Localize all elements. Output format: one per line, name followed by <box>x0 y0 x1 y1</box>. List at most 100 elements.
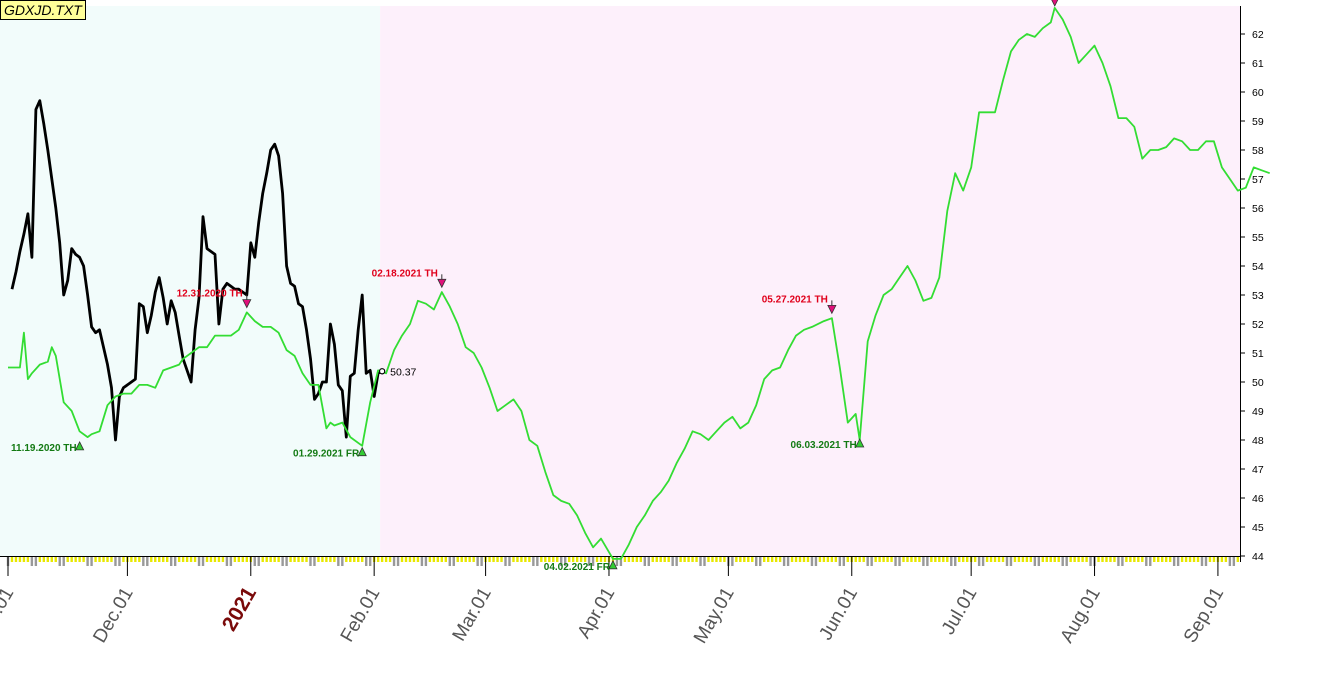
x-minor-tick <box>719 557 722 562</box>
x-minor-tick <box>822 557 826 562</box>
x-minor-tick <box>472 557 475 562</box>
x-minor-tick <box>1113 557 1116 562</box>
x-minor-tick <box>862 557 865 562</box>
x-minor-tick <box>1224 557 1228 562</box>
bottom-marker-label: 04.02.2021 FR <box>544 562 611 573</box>
x-minor-tick <box>548 557 551 562</box>
x-minor-tick <box>659 557 662 562</box>
x-minor-tick <box>747 557 750 562</box>
x-minor-tick <box>890 557 893 562</box>
x-minor-tick <box>468 557 471 562</box>
y-tick-label: 53 <box>1252 290 1264 302</box>
symbol-label: GDXJD.TXT <box>0 0 86 20</box>
x-minor-tick <box>428 557 432 562</box>
x-minor-tick <box>731 557 734 566</box>
x-tick-label: Dec.01 <box>89 584 137 647</box>
x-minor-tick <box>436 557 440 562</box>
x-minor-tick <box>818 557 822 562</box>
y-tick-label: 57 <box>1252 174 1264 186</box>
x-minor-tick <box>420 557 424 566</box>
x-minor-tick <box>1161 557 1164 562</box>
x-minor-tick <box>985 557 989 562</box>
bottom-marker <box>74 441 85 451</box>
x-tick-label: 2021 <box>218 583 261 635</box>
x-minor-tick <box>150 557 153 562</box>
x-minor-tick <box>870 557 873 566</box>
x-minor-tick <box>965 557 969 562</box>
x-minor-tick <box>273 557 276 562</box>
x-minor-tick <box>1145 557 1148 566</box>
x-minor-tick <box>790 557 794 562</box>
x-minor-tick <box>902 557 905 562</box>
x-minor-tick <box>524 557 527 562</box>
x-minor-tick <box>1212 557 1216 562</box>
x-minor-tick <box>464 557 467 562</box>
x-minor-tick <box>1228 557 1232 566</box>
y-tick-label: 58 <box>1252 145 1264 157</box>
x-minor-tick <box>723 557 726 562</box>
bottom-marker-label: 01.29.2021 FR <box>293 449 360 460</box>
x-minor-tick <box>667 557 670 562</box>
x-minor-tick <box>532 557 535 566</box>
x-minor-tick <box>1045 557 1048 562</box>
x-minor-tick <box>958 557 961 562</box>
x-minor-tick <box>938 557 941 562</box>
x-minor-tick <box>755 557 758 566</box>
x-minor-tick <box>1077 557 1080 562</box>
x-minor-tick <box>361 557 364 562</box>
x-minor-tick <box>122 557 125 562</box>
x-minor-tick <box>1061 557 1064 566</box>
x-minor-tick <box>910 557 913 562</box>
x-minor-tick <box>365 557 368 566</box>
x-minor-tick <box>177 557 181 562</box>
x-minor-tick <box>54 557 57 562</box>
x-minor-tick <box>233 557 237 562</box>
x-minor-tick <box>854 557 857 562</box>
x-minor-tick <box>560 557 563 566</box>
x-minor-tick <box>46 557 49 562</box>
x-minor-tick <box>743 557 746 562</box>
x-minor-tick <box>922 557 925 566</box>
x-minor-tick <box>345 557 348 562</box>
x-minor-tick <box>1097 557 1100 562</box>
x-minor-tick <box>114 557 117 566</box>
x-minor-tick <box>766 557 770 562</box>
x-minor-tick <box>1001 557 1005 562</box>
x-minor-tick <box>886 557 889 562</box>
x-minor-tick <box>229 557 233 566</box>
x-minor-tick <box>695 557 698 562</box>
x-minor-tick <box>110 557 113 562</box>
x-minor-tick <box>217 557 221 562</box>
x-minor-tick <box>158 557 161 562</box>
y-tick-label: 62 <box>1252 29 1264 41</box>
x-tick-label: Feb.01 <box>337 584 385 646</box>
x-minor-tick <box>333 557 336 562</box>
x-minor-tick <box>492 557 495 562</box>
x-minor-tick <box>452 557 455 566</box>
x-minor-tick <box>838 557 842 566</box>
x-minor-tick <box>1109 557 1112 562</box>
x-minor-tick <box>663 557 666 562</box>
x-tick-label: Aug.01 <box>1057 584 1105 647</box>
x-minor-tick <box>1005 557 1009 566</box>
x-minor-tick <box>197 557 201 566</box>
x-minor-tick <box>599 557 603 562</box>
x-minor-tick <box>341 557 344 566</box>
x-minor-tick <box>564 557 567 566</box>
x-minor-tick <box>536 557 539 566</box>
x-minor-tick <box>1188 557 1192 562</box>
y-tick-label: 61 <box>1252 58 1264 70</box>
x-minor-tick <box>94 557 97 562</box>
x-minor-tick <box>281 557 284 566</box>
x-minor-tick <box>293 557 296 562</box>
x-minor-tick <box>317 557 320 562</box>
x-minor-tick <box>400 557 404 562</box>
x-minor-tick <box>846 557 849 562</box>
x-minor-tick <box>834 557 838 562</box>
y-tick-label: 56 <box>1252 203 1264 215</box>
top-marker-label: 05.27.2021 TH <box>762 294 828 305</box>
x-minor-tick <box>826 557 830 562</box>
x-minor-tick <box>571 557 575 562</box>
x-minor-tick <box>269 557 272 562</box>
x-minor-tick <box>1232 557 1236 566</box>
